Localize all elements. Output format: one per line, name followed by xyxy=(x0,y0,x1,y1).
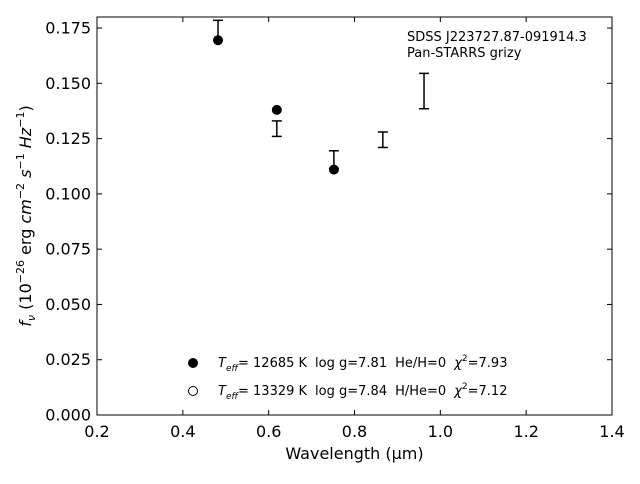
model-points xyxy=(213,35,339,175)
axis-ticks: 0.2 0.4 0.6 0.8 1.0 1.2 1.4 0.000 0.025 0.050 0.07… xyxy=(45,17,625,441)
y-axis-label: fν (10−26 erg cm−2 s−1 Hz−1) xyxy=(14,105,38,326)
model-point-filled xyxy=(328,164,339,175)
y-tick-label: 0.125 xyxy=(45,129,91,148)
errorbar xyxy=(377,131,388,149)
y-tick-label: 0.100 xyxy=(45,184,91,203)
x-tick-label: 0.2 xyxy=(84,422,109,441)
y-tick-label: 0.050 xyxy=(45,295,91,314)
y-tick-label: 0.175 xyxy=(45,19,91,38)
x-tick-label: 1.2 xyxy=(513,422,538,441)
x-tick-label: 1.4 xyxy=(599,422,624,441)
y-tick-label: 0.000 xyxy=(45,406,91,425)
y-tick-label: 0.025 xyxy=(45,350,91,369)
x-tick-label: 0.8 xyxy=(342,422,367,441)
y-tick-label: 0.150 xyxy=(45,74,91,93)
annotation-line-1: SDSS J223727.87-091914.3 xyxy=(407,30,587,45)
x-tick-label: 0.4 xyxy=(170,422,195,441)
model-point-filled xyxy=(213,35,224,46)
x-tick-label: 0.6 xyxy=(256,422,281,441)
observed-errorbars xyxy=(213,19,430,170)
x-axis-label: Wavelength (μm) xyxy=(285,444,423,463)
model-point-filled xyxy=(271,104,282,115)
errorbar xyxy=(271,120,282,138)
y-tick-label: 0.075 xyxy=(45,240,91,259)
x-tick-label: 1.0 xyxy=(428,422,453,441)
legend-marker-open xyxy=(188,386,198,396)
annotation-line-2: Pan-STARRS grizy xyxy=(407,46,522,61)
errorbar xyxy=(419,72,430,110)
legend-marker-filled xyxy=(188,358,198,368)
